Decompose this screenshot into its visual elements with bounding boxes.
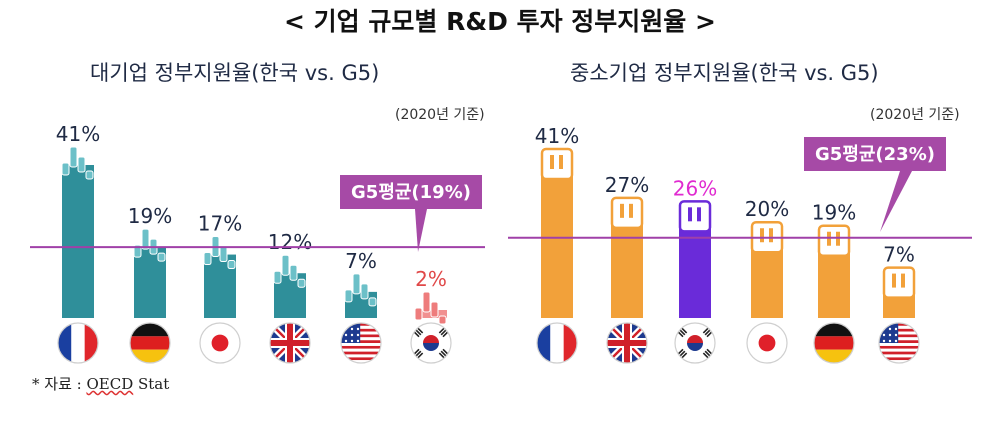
bar-0-2: [203, 236, 236, 318]
japan-flag-icon: [199, 322, 241, 364]
chart-left-year-note: (2020년 기준): [395, 107, 485, 123]
bar-0-3: [273, 254, 306, 318]
value-label-0-4: 7%: [345, 249, 377, 273]
value-label-1-4: 19%: [812, 201, 856, 225]
g5-pointer-1: [880, 171, 912, 232]
value-label-1-0: 41%: [535, 124, 579, 148]
bar-0-1: [133, 228, 166, 318]
france-flag-icon: [57, 322, 99, 364]
bar-0-4: [344, 273, 377, 318]
main-title: < 기업 규모별 R&D 투자 정부지원율 >: [284, 7, 716, 36]
source-name: OECD: [86, 375, 134, 393]
g5-box-0: [340, 175, 482, 209]
chart-1-group: 41% 27% 26% 20% 19% 7% G5평균(23%): [508, 124, 972, 364]
korea-flag-icon: [674, 322, 716, 364]
chart-right-title: 중소기업 정부지원율(한국 vs. G5): [570, 61, 879, 85]
france-flag-icon: [536, 322, 578, 364]
chart-0-group: 41% 19% 17% 12% 7% 2% G5평균(19%): [30, 122, 485, 364]
bar-1-0: [540, 147, 574, 318]
germany-flag-icon: [129, 322, 171, 364]
value-label-0-0: 41%: [56, 122, 100, 146]
value-label-0-1: 19%: [128, 204, 172, 228]
source-note: * 자료 : OECD Stat: [32, 373, 169, 394]
usa-flag-icon: [878, 322, 920, 364]
value-label-0-2: 17%: [198, 212, 242, 236]
chart-right-year-note: (2020년 기준): [870, 107, 960, 123]
source-prefix: * 자료 :: [32, 375, 87, 393]
uk-flag-icon: [269, 322, 311, 364]
value-label-0-5: 2%: [415, 267, 447, 291]
japan-flag-icon: [746, 322, 788, 364]
g5-label-1: G5평균(23%): [815, 144, 935, 165]
g5-pointer-0: [415, 209, 427, 252]
value-label-0-3: 12%: [268, 230, 312, 254]
source-suffix: Stat: [133, 375, 170, 393]
bar-1-3: [750, 220, 784, 318]
value-label-1-5: 7%: [883, 243, 915, 267]
bar-1-1: [610, 196, 644, 318]
value-label-1-1: 27%: [605, 173, 649, 197]
bar-1-4: [817, 224, 851, 318]
germany-flag-icon: [813, 322, 855, 364]
korea-flag-icon: [410, 322, 452, 364]
value-label-1-3: 20%: [745, 197, 789, 221]
chart-left-title: 대기업 정부지원율(한국 vs. G5): [90, 61, 380, 85]
value-label-1-2: 26%: [673, 176, 717, 200]
g5-box-1: [804, 137, 946, 171]
uk-flag-icon: [606, 322, 648, 364]
bar-0-0: [61, 146, 94, 318]
bar-1-5: [882, 266, 916, 318]
usa-flag-icon: [340, 322, 382, 364]
bar-1-2: [678, 200, 712, 318]
bar-0-5: [414, 291, 447, 325]
g5-label-0: G5평균(19%): [351, 182, 471, 203]
